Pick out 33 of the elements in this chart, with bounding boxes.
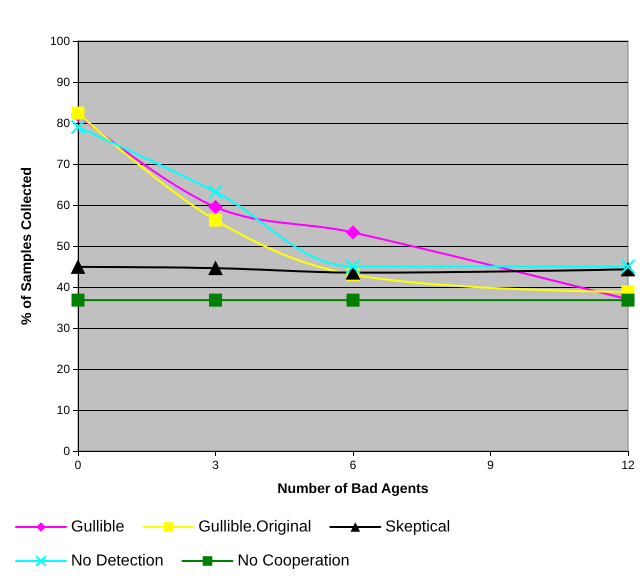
point (346, 225, 360, 240)
point (346, 259, 360, 274)
point (209, 294, 222, 307)
y-tick-label: 30 (56, 321, 70, 335)
x-tick-label: 0 (74, 458, 82, 472)
y-tick-label: 90 (56, 75, 70, 89)
point (209, 214, 222, 227)
y-tick-label: 40 (56, 280, 70, 294)
y-axis-title: % of Samples Collected (18, 167, 34, 325)
x-tick-label: 6 (350, 458, 357, 472)
x-tick-label: 3 (212, 458, 220, 472)
legend-label: Skeptical (385, 518, 450, 536)
y-tick-label: 60 (56, 198, 70, 212)
legend-label: No Cooperation (237, 552, 350, 570)
x-tick-label: 12 (621, 458, 635, 472)
y-tick-label: 0 (63, 444, 70, 458)
x-axis-title: Number of Bad Agents (277, 480, 429, 496)
y-tick-label: 70 (56, 157, 70, 171)
legend-label: No Detection (71, 552, 164, 570)
point (208, 261, 222, 276)
point (71, 260, 85, 274)
y-tick-label: 100 (50, 34, 70, 48)
y-tick-label: 50 (56, 239, 70, 253)
point (72, 294, 84, 307)
point (208, 184, 223, 200)
point (208, 200, 222, 214)
y-tick-label: 80 (56, 116, 70, 130)
y-tick-label: 20 (56, 362, 70, 376)
legend-label: Gullible.Original (198, 518, 312, 536)
y-tick-label: 10 (56, 403, 70, 417)
x-tick-label: 9 (487, 458, 494, 472)
point (346, 294, 360, 307)
legend-label: Gullible (71, 518, 124, 536)
